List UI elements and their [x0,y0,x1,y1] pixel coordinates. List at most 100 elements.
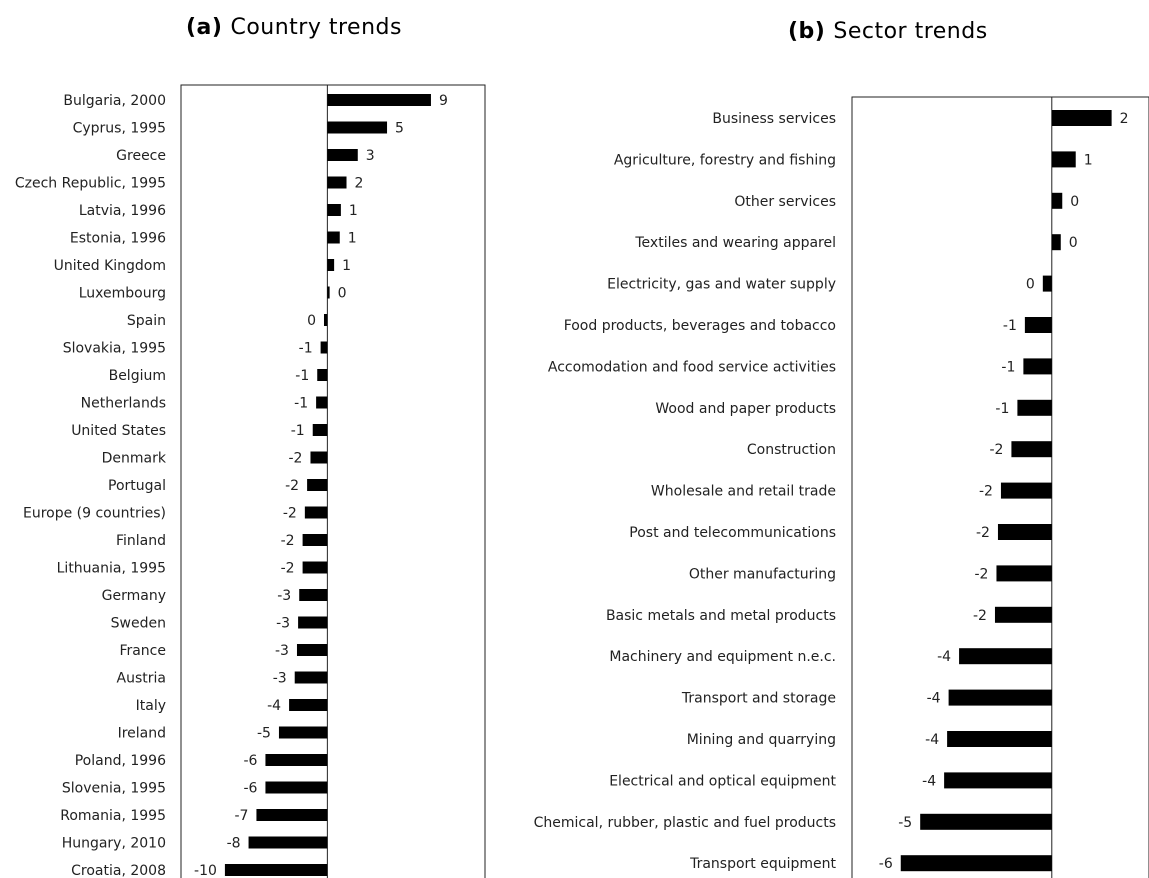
chart-a-value-label: 2 [355,176,364,192]
chart-b-category-label: Agriculture, forestry and fishing [614,152,836,168]
chart-a-category-label: Lithuania, 1995 [57,561,166,577]
chart-a-value-label: -6 [243,781,257,797]
chart-b-category-label: Food products, beverages and tobacco [564,318,836,334]
chart-a-bar [278,726,328,739]
chart-a-plot-frame [180,84,486,878]
chart-a-category-label: Luxembourg [79,286,166,302]
chart-b-bar [948,689,1052,706]
chart-a-category-label: United States [71,423,166,439]
chart-b: Business services 2 Agriculture, forestry … [534,96,1149,878]
chart-a-value-label: -1 [299,341,313,357]
chart-a-category-label: Spain [127,313,166,329]
chart-b-bar [997,524,1052,540]
chart-a-bar [327,94,431,106]
chart-a-value-label: -1 [295,368,309,384]
chart-a-value-label: -3 [273,671,287,687]
chart-b-category-label: Other services [734,194,836,210]
chart-b-bar [996,565,1052,582]
chart-b-value-label: -2 [976,525,990,541]
chart-a-bar [317,369,328,381]
chart-b-value-label: -2 [979,484,993,500]
chart-a-category-label: Poland, 1996 [75,753,166,769]
chart-a-bar [327,259,335,271]
chart-a-bar [327,149,358,161]
chart-b-value-label: -4 [922,773,936,789]
chart-a-title-text: Country trends [230,15,401,40]
chart-a-value-label: -2 [289,451,303,467]
chart-b-value-label: -2 [974,566,988,582]
chart-b-value-label: -1 [1001,359,1015,375]
chart-a-title: (a) Country trends [186,15,402,40]
chart-a-bar [327,231,340,244]
chart-b-value-label: -2 [973,608,987,624]
chart-b-category-label: Machinery and equipment n.e.c. [609,649,836,665]
chart-a-category-label: Europe (9 countries) [23,506,166,522]
chart-b-category-label: Mining and quarrying [687,732,836,748]
chart-a: Bulgaria, 2000 9 Cyprus, 1995 5 Greece 3 Czech… [15,84,486,878]
chart-a-category-label: Romania, 1995 [60,808,166,824]
chart-b-bar [1023,358,1052,375]
chart-a-bar [298,616,328,629]
chart-a-value-label: -7 [234,808,248,824]
chart-a-value-label: -5 [257,726,271,742]
chart-a-category-label: Greece [116,148,166,164]
chart-a-category-label: Bulgaria, 2000 [63,93,166,109]
chart-a-bar [312,424,328,436]
chart-b-value-label: -4 [925,732,939,748]
chart-a-bar [248,836,328,849]
chart-b-category-label: Construction [747,442,836,458]
chart-a-value-label: -3 [277,588,291,604]
chart-a-bar [304,506,328,519]
chart-a-category-label: Latvia, 1996 [79,203,166,219]
chart-a-category-label: Czech Republic, 1995 [15,176,166,192]
chart-b-category-label: Post and telecommunications [629,525,836,541]
chart-b-value-label: 2 [1120,111,1129,127]
chart-a-value-label: 0 [338,286,347,302]
chart-b-category-label: Electricity, gas and water supply [607,277,836,293]
chart-a-value-label: -1 [294,396,308,412]
chart-a-category-label: France [119,643,166,659]
chart-a-value-label: -10 [194,863,217,878]
chart-a-value-label: -4 [267,698,281,714]
chart-a-value-label: 9 [439,93,448,109]
chart-b-category-label: Wood and paper products [655,401,836,417]
chart-a-value-label: -2 [281,561,295,577]
chart-b-category-label: Basic metals and metal products [606,608,836,624]
chart-a-value-label: 5 [395,121,404,137]
chart-b-value-label: -2 [989,442,1003,458]
chart-b-category-label: Accomodation and food service activities [548,359,836,375]
chart-b-category-label: Business services [712,111,836,127]
chart-a-category-label: Finland [116,533,166,549]
chart-a-bar [294,671,328,684]
chart-a-value-label: 0 [307,313,316,329]
chart-a-value-label: 1 [349,203,358,219]
chart-b-value-label: -1 [1003,318,1017,334]
chart-b-category-label: Other manufacturing [689,566,836,582]
chart-b-category-label: Transport equipment [689,856,836,872]
chart-b-bar [1011,441,1052,458]
chart-a-category-label: Croatia, 2008 [71,863,166,878]
chart-a-category-label: Sweden [111,616,166,632]
chart-b-bar [1024,317,1052,333]
chart-a-value-label: -3 [275,643,289,659]
chart-a-value-label: -1 [291,423,305,439]
chart-a-value-label: -3 [276,616,290,632]
chart-a-category-label: Germany [102,588,166,604]
chart-a-category-label: Hungary, 2010 [62,836,166,852]
chart-a-bar [256,809,328,821]
chart-b-bar [1051,151,1076,168]
chart-a-category-label: Austria [117,671,166,687]
chart-a-category-label: Denmark [102,451,167,467]
chart-a-bar [323,314,328,326]
chart-a-bar [327,121,388,134]
chart-b-title: (b) Sector trends [788,19,988,44]
chart-a-bar [265,754,328,766]
chart-b-category-label: Wholesale and retail trade [651,484,836,500]
chart-b-bar [1000,482,1052,499]
chart-a-category-label: Belgium [109,368,166,384]
chart-b-value-label: 0 [1070,194,1079,210]
chart-a-value-label: -2 [281,533,295,549]
chart-b-category-label: Textiles and wearing apparel [634,235,836,251]
chart-a-bar [327,204,341,216]
chart-a-category-label: United Kingdom [54,258,166,274]
